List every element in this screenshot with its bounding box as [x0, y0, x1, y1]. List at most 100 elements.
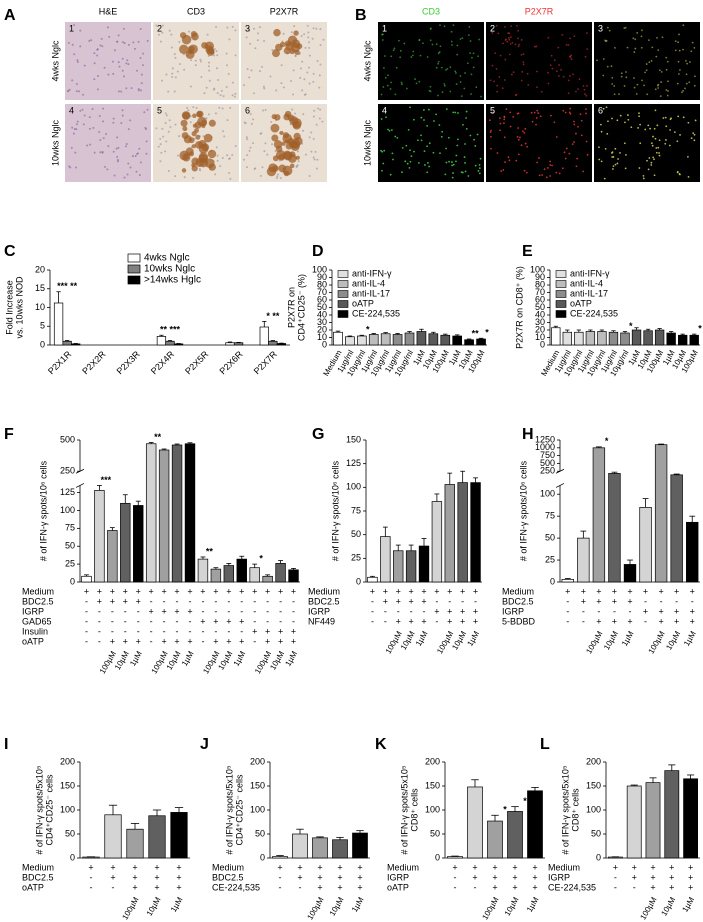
tissue-speck [586, 48, 589, 51]
tissue-speck [79, 45, 82, 48]
tissue-speck [456, 144, 459, 147]
tissue-speck [126, 173, 129, 176]
condition-label: Medium [387, 862, 419, 872]
stain-blob [192, 113, 197, 119]
tissue-speck [392, 49, 395, 51]
tissue-speck [676, 82, 679, 85]
tissue-speck [455, 160, 457, 163]
condition-mark: + [123, 636, 128, 646]
tissue-speck [234, 54, 237, 57]
tissue-speck [205, 86, 208, 89]
tissue-speck [112, 150, 115, 153]
condition-mark: - [266, 606, 269, 616]
tissue-speck [423, 109, 425, 111]
bar [654, 329, 665, 346]
tissue-speck [140, 82, 143, 85]
tissue-speck [145, 152, 148, 155]
tissue-speck [101, 120, 104, 123]
condition-mark: - [214, 626, 217, 636]
tissue-speck [614, 46, 616, 49]
tissue-speck [426, 171, 429, 174]
y-tick-label: 1000 [535, 442, 555, 452]
tissue-speck [319, 108, 322, 111]
tissue-speck [165, 114, 168, 117]
condition-mark: + [252, 586, 257, 596]
tissue-speck [687, 175, 690, 178]
tissue-speck [456, 53, 459, 56]
tissue-speck [538, 174, 541, 177]
bar [272, 856, 288, 859]
tissue-speck [648, 39, 650, 42]
bar [577, 537, 590, 583]
condition-label: CE-224,535 [548, 882, 596, 892]
tissue-speck [472, 52, 475, 55]
condition-mark: + [123, 586, 128, 596]
tissue-speck [429, 28, 432, 30]
bar [487, 820, 503, 859]
bar [405, 550, 417, 583]
tissue-speck [642, 177, 645, 180]
tissue-speck [96, 54, 99, 57]
tissue-speck [517, 138, 520, 141]
y-tick-label: 90 [317, 272, 327, 282]
tissue-speck [136, 153, 139, 156]
condition-mark: + [532, 872, 537, 882]
condition-mark: - [474, 882, 477, 892]
tissue-speck [302, 129, 305, 132]
condition-mark: + [408, 586, 413, 596]
condition-mark: + [291, 636, 296, 646]
tissue-speck [256, 39, 259, 42]
condition-mark: - [566, 596, 569, 606]
tissue-speck [550, 54, 553, 57]
tissue-speck [652, 135, 654, 138]
condition-mark: - [474, 596, 477, 606]
bar [585, 331, 596, 346]
condition-label: Medium [308, 586, 340, 596]
tissue-speck [417, 162, 420, 164]
tissue-speck [674, 40, 677, 43]
condition-label: IGRP [387, 872, 409, 882]
tissue-speck [693, 84, 696, 87]
tissue-speck [653, 174, 656, 177]
tissue-speck [511, 41, 514, 44]
tissue-speck [606, 26, 609, 29]
legend-label: anti-IL-17 [570, 288, 608, 298]
tissue-speck [640, 46, 643, 49]
tissue-speck [394, 93, 397, 96]
tissue-speck [260, 65, 263, 68]
tissue-speck [409, 106, 411, 109]
tissue-speck [68, 88, 71, 91]
tissue-speck [448, 160, 450, 163]
tissue-speck [606, 132, 609, 135]
condition-mark: + [643, 586, 648, 596]
tissue-speck [399, 49, 402, 52]
significance-label: * [629, 321, 633, 331]
tissue-speck [420, 139, 423, 142]
condition-mark: - [163, 626, 166, 636]
tissue-speck [386, 84, 389, 87]
y-axis-label: # of IFN-γ spots/5x10⁵ [560, 765, 570, 855]
tissue-speck [76, 120, 79, 123]
tissue-speck [420, 116, 423, 119]
tissue-speck [74, 151, 77, 154]
condition-mark: + [278, 626, 283, 636]
tissue-speck [71, 126, 74, 129]
tissue-speck [423, 119, 425, 121]
stain-blob [191, 144, 197, 149]
significance-label: * [366, 325, 370, 335]
tissue-speck [500, 170, 503, 172]
condition-mark: - [253, 596, 256, 606]
tissue-speck [569, 37, 571, 40]
tissue-speck [160, 151, 163, 154]
bar [312, 837, 328, 859]
dose-label: 10µM [602, 629, 620, 651]
tissue-speck [75, 90, 78, 93]
tissue-speck [403, 42, 406, 45]
stain-blob [285, 42, 294, 51]
condition-mark: + [408, 616, 413, 626]
tissue-speck [252, 118, 255, 121]
tissue-speck [215, 25, 218, 28]
tissue-speck [522, 63, 525, 66]
bar [133, 505, 144, 583]
bar [476, 338, 486, 346]
